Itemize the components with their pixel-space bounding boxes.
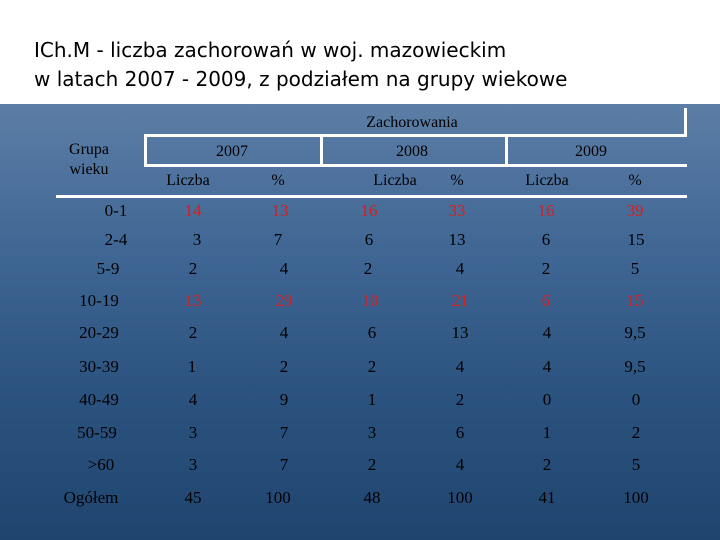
- table-cell: 41: [538, 488, 556, 507]
- table-cell: 4: [455, 259, 465, 278]
- table-year-divider: [144, 164, 687, 167]
- table-cell: 2: [188, 259, 198, 278]
- table-cell: 1: [187, 357, 197, 376]
- table-cell: 14: [184, 201, 202, 220]
- table-year-separator-2: [505, 134, 508, 164]
- table-cell: 15: [626, 291, 644, 310]
- year-header-2009: 2009: [575, 143, 607, 160]
- table-left-border: [144, 134, 147, 164]
- table-header-bottom-border: [56, 195, 687, 198]
- sub-header-liczba-2007: Liczba: [166, 172, 210, 189]
- table-cell: 3: [188, 455, 198, 474]
- table-cell: 4: [542, 357, 552, 376]
- sub-header-liczba-2009: Liczba: [525, 172, 569, 189]
- row-group-label: 10-19: [79, 291, 119, 310]
- group-header: Grupa wieku: [69, 140, 109, 180]
- table-cell: 4: [455, 455, 465, 474]
- slide-title-line-2: w latach 2007 - 2009, z podziałem na gru…: [34, 67, 568, 91]
- table-cell: 4: [455, 357, 465, 376]
- super-header-zachorowania: Zachorowania: [366, 114, 458, 131]
- table-cell: 13: [451, 323, 469, 342]
- table-cell: 0: [631, 390, 641, 409]
- table-cell: 100: [447, 488, 473, 507]
- sub-header-percent-2009: %: [628, 172, 642, 189]
- table-cell: 13: [271, 201, 289, 220]
- table-cell: 3: [367, 423, 377, 442]
- sub-header-percent-2007: %: [271, 172, 285, 189]
- table-cell: 3: [188, 423, 198, 442]
- row-group-label: 50-59: [77, 423, 117, 442]
- table-cell: 13: [184, 291, 202, 310]
- row-group-label: >60: [87, 455, 115, 474]
- table-cell: 9,5: [624, 323, 646, 342]
- table-cell: 0: [542, 390, 552, 409]
- table-cell: 2: [455, 390, 465, 409]
- table-cell: 29: [275, 291, 293, 310]
- table-cell: 45: [184, 488, 202, 507]
- row-group-label: Ogółem: [63, 488, 119, 507]
- sub-header-liczba-2008: Liczba: [373, 172, 417, 189]
- table-cell: 2: [541, 259, 551, 278]
- table-cell: 21: [451, 291, 469, 310]
- table-cell: 2: [188, 323, 198, 342]
- table-cell: 100: [623, 488, 649, 507]
- table-cell: 6: [455, 423, 465, 442]
- year-header-2007: 2007: [216, 143, 248, 160]
- table-cell: 15: [627, 230, 645, 249]
- table-cell: 6: [541, 230, 551, 249]
- row-group-label: 5-9: [96, 259, 120, 278]
- row-group-label: 20-29: [79, 323, 119, 342]
- table-cell: 100: [265, 488, 291, 507]
- row-group-label: 30-39: [79, 357, 119, 376]
- table-cell: 16: [360, 201, 378, 220]
- table-cell: 2: [542, 455, 552, 474]
- table-cell: 6: [367, 323, 377, 342]
- row-group-label: 2-4: [104, 230, 128, 249]
- table-cell: 7: [279, 455, 289, 474]
- table-cell: 6: [364, 230, 374, 249]
- table-cell: 6: [541, 291, 551, 310]
- table-cell: 4: [542, 323, 552, 342]
- year-header-2008: 2008: [396, 143, 428, 160]
- row-group-label: 0-1: [104, 201, 128, 220]
- table-cell: 3: [192, 230, 202, 249]
- table-top-border: [144, 134, 687, 137]
- slide-title-line-1: ICh.M - liczba zachorowań w woj. mazowie…: [34, 38, 507, 62]
- table-year-separator-1: [320, 134, 323, 164]
- table-cell: 4: [279, 259, 289, 278]
- table-cell: 4: [279, 323, 289, 342]
- table-cell: 2: [631, 423, 641, 442]
- table-cell: 7: [279, 423, 289, 442]
- table-cell: 5: [630, 259, 640, 278]
- table-cell: 10: [361, 291, 379, 310]
- table-cell: 9,5: [624, 357, 646, 376]
- group-header-line-1: Grupa: [69, 141, 109, 158]
- table-cell: 2: [367, 455, 377, 474]
- sub-header-percent-2008: %: [450, 172, 464, 189]
- table-cell: 33: [448, 201, 466, 220]
- table-cell: 5: [631, 455, 641, 474]
- table-cell: 48: [363, 488, 381, 507]
- table-cell: 9: [279, 390, 289, 409]
- table-cell: 39: [626, 201, 644, 220]
- table-right-border: [684, 108, 687, 137]
- group-header-line-2: wieku: [69, 161, 109, 178]
- table-cell: 4: [188, 390, 198, 409]
- table-cell: 2: [279, 357, 289, 376]
- table-cell: 16: [537, 201, 555, 220]
- row-group-label: 40-49: [79, 390, 119, 409]
- table-cell: 2: [363, 259, 373, 278]
- slide-title: ICh.M - liczba zachorowań w woj. mazowie…: [34, 36, 694, 94]
- table-cell: 2: [367, 357, 377, 376]
- table-cell: 1: [367, 390, 377, 409]
- table-cell: 1: [542, 423, 552, 442]
- table-cell: 7: [273, 230, 283, 249]
- table-cell: 13: [448, 230, 466, 249]
